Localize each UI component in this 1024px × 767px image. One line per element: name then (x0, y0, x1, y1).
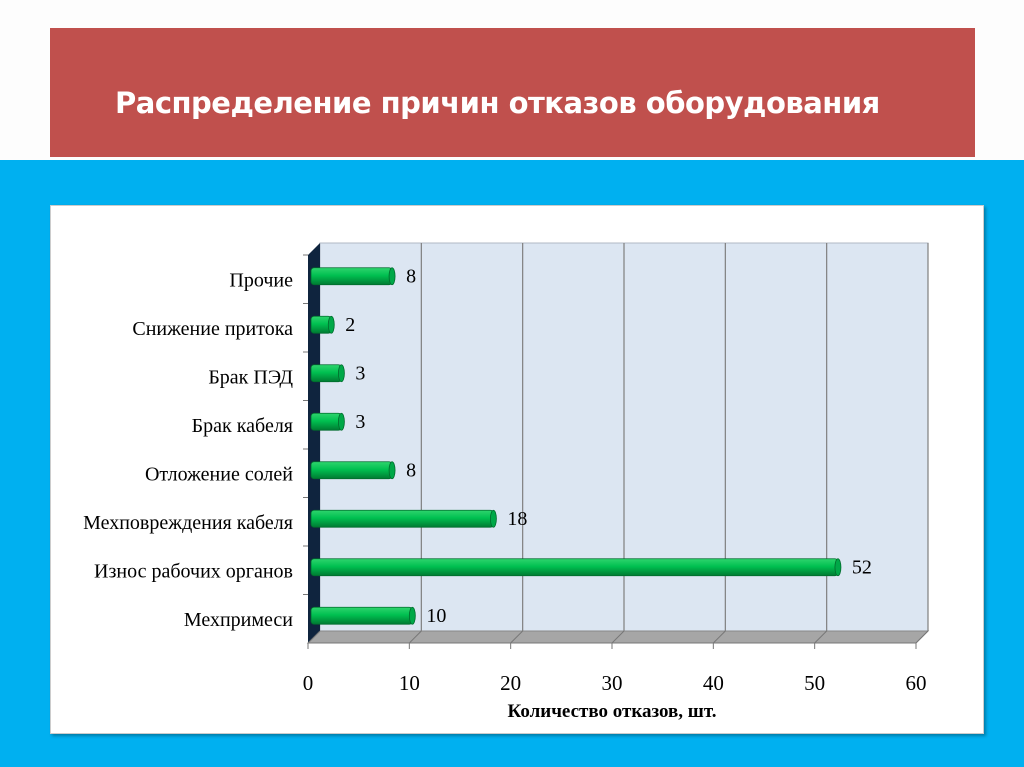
x-tick-label: 10 (399, 671, 420, 695)
bar (310, 509, 494, 528)
bar (310, 558, 839, 577)
y-tick-label: Мехповреждения кабеля (83, 512, 293, 534)
bar (310, 606, 413, 625)
y-tick-label: Износ рабочих органов (94, 560, 293, 582)
y-tick-label: Брак кабеля (192, 415, 293, 437)
data-label: 52 (852, 556, 872, 578)
data-label: 3 (355, 411, 365, 433)
slide-title: Распределение причин отказов оборудовани… (115, 86, 880, 120)
bar-end (337, 412, 345, 431)
bar (310, 461, 393, 480)
y-tick-label: Брак ПЭД (208, 366, 293, 388)
x-tick-label: 60 (906, 671, 927, 695)
data-label: 10 (426, 605, 446, 627)
y-tick-label: Прочие (229, 269, 293, 291)
data-label: 3 (355, 362, 365, 384)
y-tick-label: Снижение притока (132, 318, 293, 340)
x-tick-label: 0 (303, 671, 314, 695)
grid-floor-line (307, 630, 321, 644)
data-label: 8 (406, 459, 416, 481)
grid-floor-line (712, 630, 726, 644)
x-tick-label: 30 (602, 671, 623, 695)
bar-end (327, 315, 335, 334)
data-label: 2 (345, 314, 355, 336)
x-axis-label: Количество отказов, шт. (508, 701, 717, 722)
title-box (50, 28, 975, 157)
grid-floor-line (611, 630, 625, 644)
x-tick-label: 50 (804, 671, 825, 695)
bar-end (834, 558, 842, 577)
x-tick-label: 20 (500, 671, 521, 695)
plot-side-wall (308, 243, 320, 643)
data-label: 8 (406, 265, 416, 287)
bar-end (388, 461, 396, 480)
bar-end (408, 606, 416, 625)
grid-floor-line (408, 630, 422, 644)
bar (310, 412, 342, 431)
bar (310, 267, 393, 286)
grid-floor-line (814, 630, 828, 644)
y-tick-label: Мехпримеси (184, 609, 293, 631)
y-tick-label: Отложение солей (145, 463, 293, 485)
bar-end (388, 267, 396, 286)
bar-end (489, 509, 497, 528)
bar (310, 364, 342, 383)
data-label: 18 (507, 508, 527, 530)
grid-floor-line (510, 630, 524, 644)
bar-end (337, 364, 345, 383)
x-tick-label: 40 (703, 671, 724, 695)
grid-floor-line (915, 630, 929, 644)
